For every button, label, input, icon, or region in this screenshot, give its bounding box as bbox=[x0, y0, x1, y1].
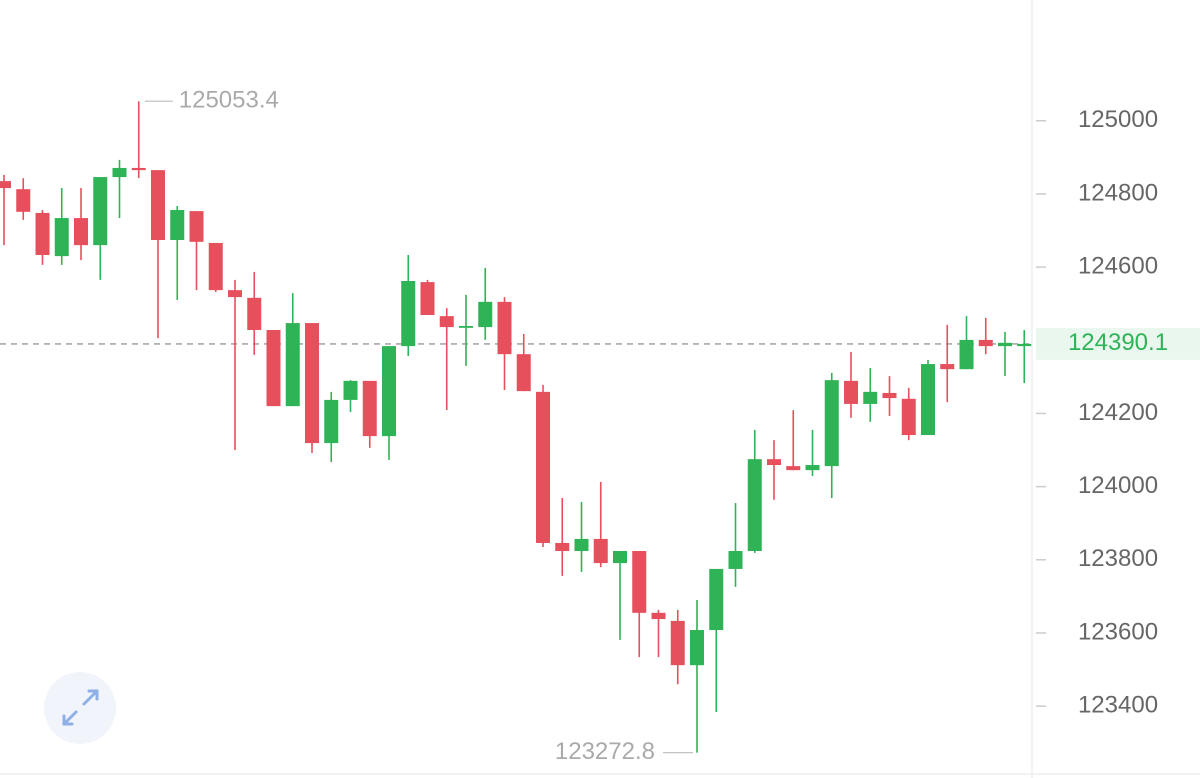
y-tick-label: 125000 bbox=[1078, 106, 1158, 133]
candle-body bbox=[478, 301, 493, 328]
expand-icon[interactable] bbox=[62, 689, 99, 726]
y-tick-label: 124000 bbox=[1078, 472, 1158, 499]
candle-body bbox=[940, 364, 955, 370]
candle-body bbox=[767, 459, 781, 466]
candle-body bbox=[613, 551, 627, 564]
candle-body bbox=[747, 459, 762, 552]
candle-body bbox=[497, 301, 512, 355]
candle-body bbox=[324, 399, 339, 444]
candle-body bbox=[844, 380, 858, 404]
expand-button[interactable] bbox=[44, 672, 116, 744]
candle-body bbox=[131, 167, 146, 171]
candle-body bbox=[786, 466, 801, 471]
candle-body bbox=[74, 218, 88, 246]
candle-body bbox=[170, 210, 185, 241]
candle-body bbox=[882, 392, 897, 399]
candle-body bbox=[670, 620, 685, 666]
candle-body bbox=[343, 380, 358, 400]
candle-body bbox=[593, 538, 608, 564]
candle-body bbox=[824, 380, 839, 467]
candle-body bbox=[1017, 343, 1032, 347]
candle-body bbox=[35, 212, 50, 256]
max-label: 125053.4 bbox=[179, 87, 279, 114]
y-tick-label: 123800 bbox=[1078, 545, 1158, 572]
candle-body bbox=[305, 323, 319, 444]
expand-button-bg[interactable] bbox=[44, 672, 116, 744]
candle-body bbox=[709, 568, 724, 631]
candle-body bbox=[690, 630, 704, 666]
y-tick-label: 124600 bbox=[1078, 252, 1158, 279]
candle-body bbox=[266, 330, 281, 407]
plot-area bbox=[0, 101, 1032, 753]
y-tick-label: 123600 bbox=[1078, 618, 1158, 645]
candle-body bbox=[651, 612, 666, 620]
candle-body bbox=[555, 542, 570, 552]
candle-body bbox=[420, 282, 435, 316]
candle-body bbox=[382, 346, 396, 437]
candle-body bbox=[16, 189, 31, 212]
candle-body bbox=[285, 323, 300, 407]
candle-body bbox=[921, 364, 935, 436]
last-price-badge bbox=[1036, 327, 1200, 360]
candle-body bbox=[189, 211, 204, 242]
y-tick-label: 124200 bbox=[1078, 399, 1158, 426]
candle-body bbox=[978, 339, 993, 347]
candle-body bbox=[112, 167, 127, 178]
candle-body bbox=[93, 177, 108, 246]
candle-body bbox=[728, 551, 743, 569]
candle-body bbox=[901, 398, 916, 436]
candle-body bbox=[0, 181, 11, 189]
candle-body bbox=[998, 342, 1012, 347]
candle-body bbox=[863, 391, 878, 404]
candle-body bbox=[632, 551, 647, 613]
candle-body bbox=[208, 242, 223, 291]
candle-body bbox=[959, 339, 974, 370]
candle-body bbox=[401, 280, 416, 347]
y-tick-label: 123400 bbox=[1078, 691, 1158, 718]
candle-body bbox=[536, 391, 550, 543]
last-price-label: 124390.1 bbox=[1068, 329, 1168, 356]
candle-body bbox=[151, 170, 165, 241]
candle-body bbox=[362, 380, 377, 437]
candle-body bbox=[439, 316, 454, 328]
candle-body bbox=[574, 538, 589, 552]
candle-body bbox=[805, 465, 820, 471]
candle-body bbox=[459, 325, 473, 328]
y-tick-label: 124800 bbox=[1078, 179, 1158, 206]
candle-body bbox=[228, 290, 242, 298]
candle-body bbox=[247, 297, 262, 331]
candle-body bbox=[516, 354, 531, 392]
min-label: 123272.8 bbox=[555, 738, 655, 765]
candle-body bbox=[54, 218, 69, 257]
